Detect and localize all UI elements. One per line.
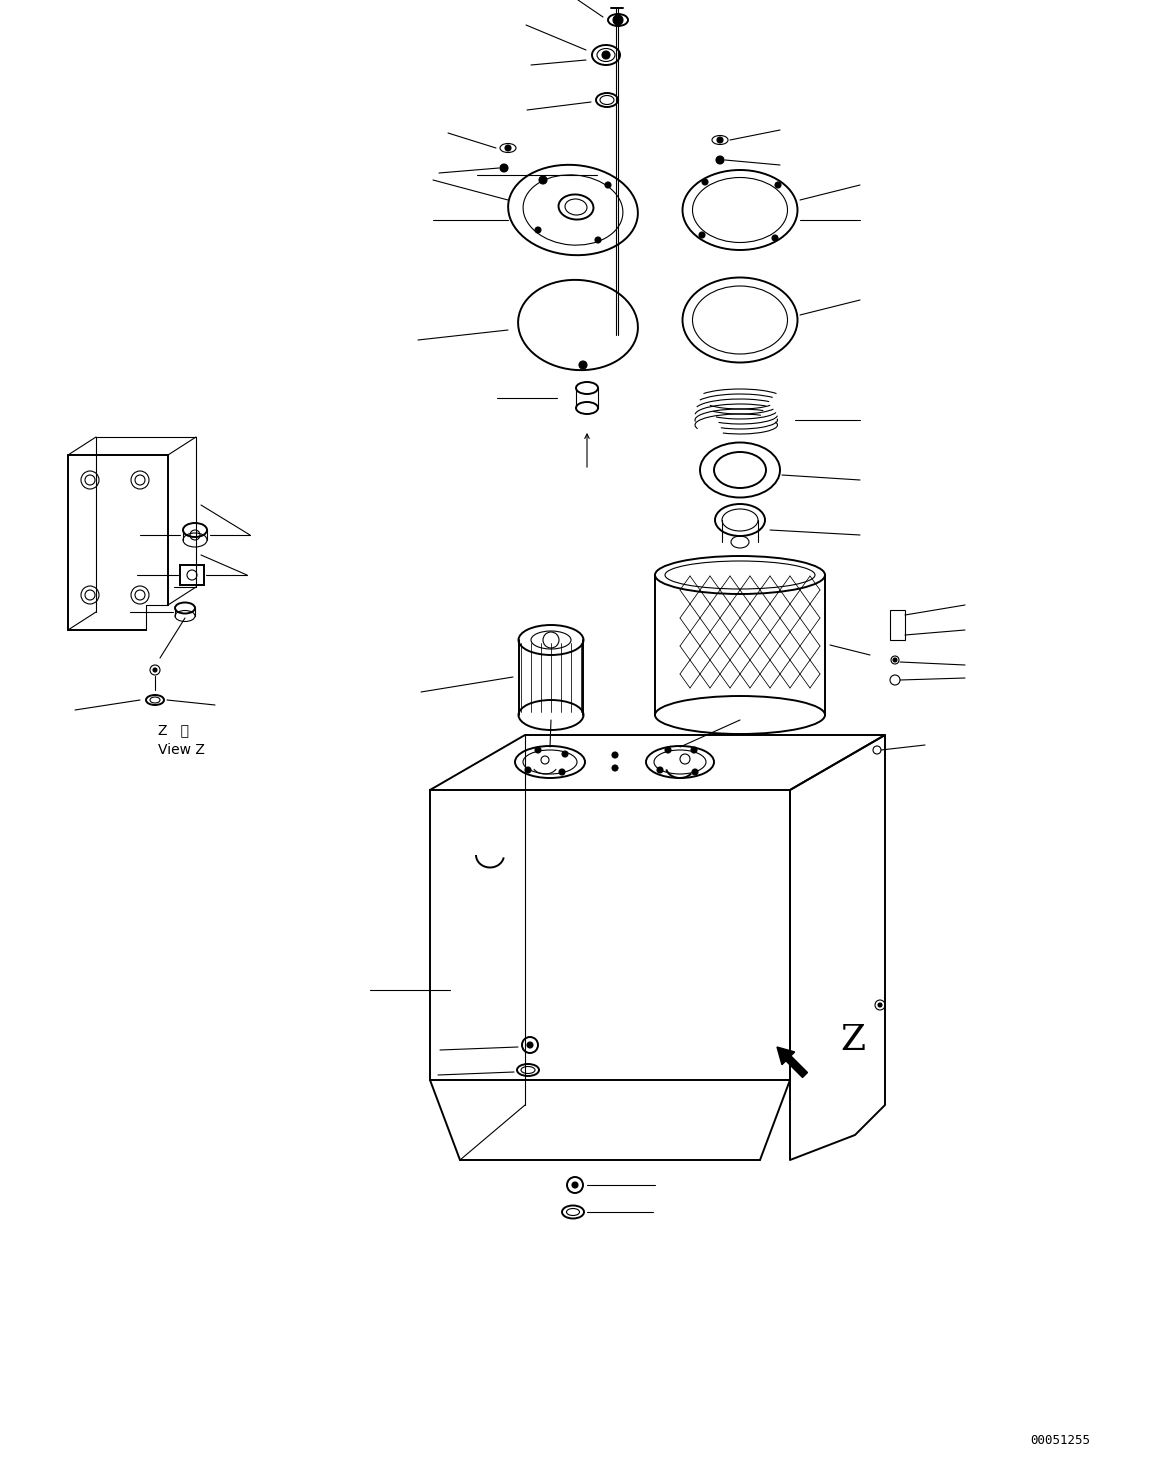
Text: Z   視: Z 視 xyxy=(158,723,190,737)
Circle shape xyxy=(538,176,547,184)
Circle shape xyxy=(559,769,565,775)
Circle shape xyxy=(505,146,511,152)
Circle shape xyxy=(716,156,725,165)
Circle shape xyxy=(775,182,782,188)
Circle shape xyxy=(613,15,623,25)
Text: 00051255: 00051255 xyxy=(1030,1434,1090,1447)
Circle shape xyxy=(605,182,611,188)
Circle shape xyxy=(657,766,663,774)
Circle shape xyxy=(525,766,531,774)
Circle shape xyxy=(702,179,708,185)
Circle shape xyxy=(772,235,778,240)
Text: Z: Z xyxy=(840,1023,865,1056)
Circle shape xyxy=(572,1182,578,1187)
Circle shape xyxy=(535,227,541,233)
Bar xyxy=(180,565,204,586)
Circle shape xyxy=(878,1002,882,1007)
Circle shape xyxy=(562,750,568,758)
FancyArrow shape xyxy=(777,1048,807,1078)
Circle shape xyxy=(692,769,698,775)
Circle shape xyxy=(527,1042,533,1048)
Circle shape xyxy=(535,747,541,753)
Circle shape xyxy=(595,237,601,243)
Circle shape xyxy=(665,747,671,753)
Text: View Z: View Z xyxy=(158,743,205,758)
Circle shape xyxy=(602,51,611,58)
Circle shape xyxy=(691,747,697,753)
Circle shape xyxy=(579,361,587,369)
Circle shape xyxy=(500,165,508,172)
Circle shape xyxy=(612,765,618,771)
Circle shape xyxy=(893,659,897,661)
Circle shape xyxy=(718,137,723,143)
Bar xyxy=(890,610,905,640)
Circle shape xyxy=(154,667,157,672)
Circle shape xyxy=(699,232,705,237)
Circle shape xyxy=(612,752,618,758)
